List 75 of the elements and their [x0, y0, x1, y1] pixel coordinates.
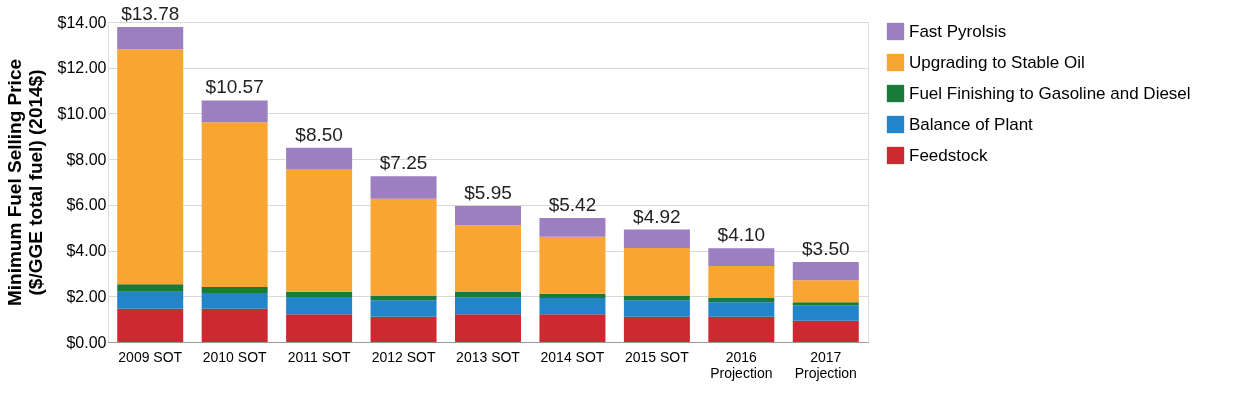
total-label: $4.92 — [633, 205, 681, 227]
x-tick-label: 2015 SOT — [624, 348, 690, 365]
y-tick-label: $4.00 — [66, 242, 107, 260]
bar — [708, 302, 775, 317]
y-axis-title: Minimum Fuel Selling Price ($/GGE total fuel) (2014$) — [3, 58, 46, 307]
bar — [201, 122, 268, 287]
legend-label: Balance of Plant — [909, 114, 1034, 134]
bar — [792, 280, 859, 303]
bar — [117, 308, 184, 342]
bar — [286, 291, 353, 297]
bar — [455, 297, 521, 315]
bar — [201, 100, 268, 123]
legend-label: Fuel Finishing to Gasoline and Diesel — [909, 83, 1191, 103]
x-tick-label: 2016 Projection — [710, 348, 773, 381]
bar — [117, 27, 184, 50]
bar — [117, 284, 184, 292]
bar — [117, 291, 184, 309]
bar — [201, 286, 268, 294]
bar — [792, 305, 859, 321]
bar — [286, 314, 353, 342]
y-tick-label: $6.00 — [66, 196, 107, 214]
bar — [201, 293, 268, 309]
bar — [455, 291, 521, 298]
bar — [539, 293, 606, 298]
bar — [286, 168, 353, 292]
total-label: $10.57 — [205, 76, 264, 98]
bar — [370, 316, 437, 342]
bar — [623, 229, 690, 249]
x-tick-label: 2013 SOT — [456, 348, 521, 365]
bar — [370, 176, 437, 199]
bar — [792, 262, 859, 281]
y-tick-label: $2.00 — [66, 287, 107, 305]
bar — [370, 198, 437, 296]
total-label: $5.42 — [548, 194, 597, 216]
bar — [286, 147, 353, 169]
bar — [370, 300, 437, 317]
bar — [539, 297, 606, 315]
bar — [623, 300, 690, 317]
bar — [623, 316, 690, 342]
bar — [792, 302, 859, 306]
bar — [539, 314, 606, 342]
y-tick-label: $12.00 — [57, 59, 107, 77]
bar — [708, 297, 775, 303]
x-tick-label: 2009 SOT — [118, 348, 183, 365]
bar — [455, 314, 521, 342]
y-tick-label: $14.00 — [57, 13, 107, 31]
legend-label: Upgrading to Stable Oil — [909, 52, 1085, 72]
bar — [623, 248, 690, 296]
total-label: $7.25 — [379, 152, 428, 174]
bar — [708, 248, 775, 266]
bar — [286, 296, 353, 315]
x-tick-label: 2011 SOT — [287, 348, 351, 365]
legend-label: Feedstock — [909, 145, 988, 165]
bar — [708, 265, 775, 298]
total-label: $8.50 — [295, 123, 343, 145]
bar — [455, 206, 521, 226]
bar — [201, 308, 268, 342]
total-label: $5.95 — [464, 182, 512, 203]
x-tick-label: 2017 Projection — [794, 348, 857, 381]
y-tick-label: $8.00 — [66, 150, 107, 168]
y-tick-label: $0.00 — [66, 333, 107, 351]
bar — [455, 225, 521, 292]
x-tick-label: 2010 SOT — [202, 348, 268, 365]
x-tick-label: 2012 SOT — [371, 348, 436, 365]
legend-label: Fast Pyrolsis — [909, 21, 1007, 41]
bar — [792, 320, 859, 342]
bar — [539, 236, 606, 294]
total-label: $13.78 — [121, 3, 180, 25]
y-tick-label: $10.00 — [57, 104, 107, 122]
total-label: $3.50 — [802, 238, 850, 259]
x-tick-label: 2014 SOT — [540, 348, 605, 365]
bar — [708, 316, 775, 342]
bar — [117, 49, 184, 285]
bar — [539, 218, 606, 237]
total-label: $4.10 — [717, 224, 766, 246]
